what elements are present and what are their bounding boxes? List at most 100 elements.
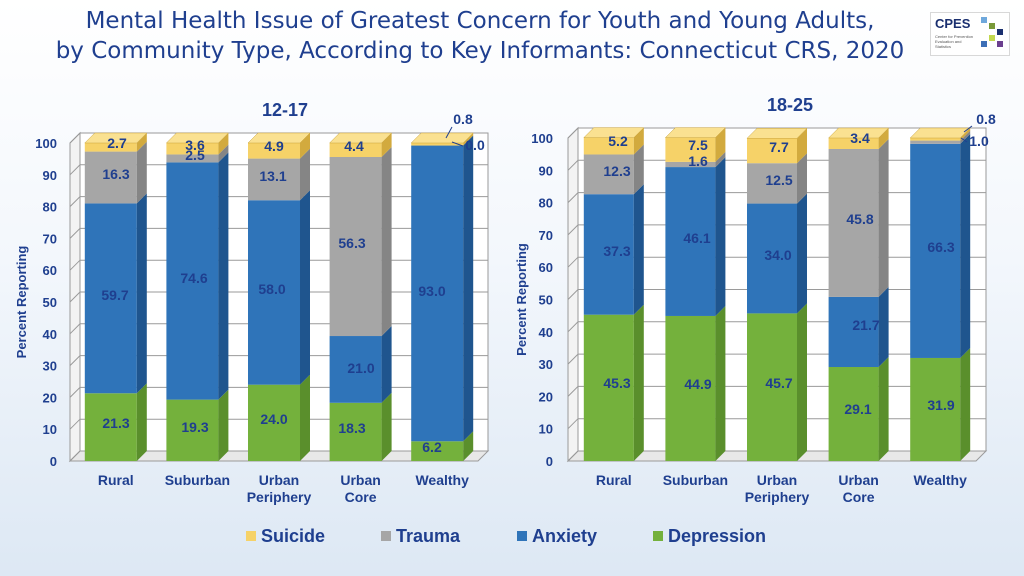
x-category-label: Urban [757, 472, 797, 488]
bar-suicide-side [797, 128, 807, 164]
bar-depression-segment [747, 313, 797, 461]
legend-label: Anxiety [532, 526, 598, 546]
bar-suicide-segment [411, 143, 464, 146]
data-label-trauma: 16.3 [102, 166, 129, 182]
x-category-label: Core [345, 489, 377, 505]
bar-trauma-segment [329, 156, 382, 337]
legend-label: Depression [668, 526, 767, 546]
data-label-depression: 31.9 [927, 397, 954, 413]
bar-depression-segment [329, 402, 382, 461]
bar-anxiety-side [960, 133, 971, 358]
bar-anxiety-side [463, 135, 474, 442]
bar-top-cap [84, 132, 148, 144]
data-label-anxiety: 37.3 [603, 243, 630, 259]
bar-anxiety-side [381, 326, 392, 403]
x-category-label: Wealthy [913, 472, 967, 488]
y-tick-label: 0 [50, 454, 57, 469]
data-label-depression: 24.0 [260, 411, 287, 427]
cpes-logo: CPES Center for Prevention Evaluation an… [930, 12, 1010, 56]
legend-item-trauma: Trauma [381, 524, 460, 548]
x-category-label: Periphery [745, 489, 810, 505]
bar-depression-segment [665, 315, 716, 461]
data-label-trauma: 2.5 [185, 147, 205, 163]
bar-depression-side [633, 304, 644, 461]
bar-anxiety-side [633, 184, 644, 315]
data-label-depression: 19.3 [181, 419, 208, 435]
bar-depression-side [136, 383, 147, 461]
bar-trauma-segment [166, 154, 219, 163]
y-tick-label: 50 [539, 293, 553, 308]
x-category-label: Wealthy [415, 472, 469, 488]
y-tick-label: 30 [539, 357, 553, 372]
y-tick-label: 20 [43, 390, 57, 405]
bar-depression-segment [583, 314, 634, 461]
data-label-suicide: 4.9 [264, 138, 284, 154]
bar-top-cap [328, 132, 393, 144]
bar-depression-segment [166, 399, 219, 461]
data-label-depression: 29.1 [844, 401, 871, 417]
data-label-trauma: 12.5 [765, 172, 792, 188]
bar-depression-side [960, 347, 971, 461]
bar-trauma-side [960, 130, 971, 144]
bar-trauma-side [300, 148, 310, 201]
x-category-label: Core [843, 489, 875, 505]
bar-anxiety-segment [828, 296, 879, 368]
y-tick-label: 0 [546, 454, 553, 469]
bar-trauma-side [715, 151, 726, 168]
bar-depression-segment [84, 393, 137, 461]
y-tick-label: 100 [531, 131, 553, 146]
data-label-trauma: 0.0 [465, 137, 485, 153]
bar-suicide-side [381, 133, 392, 157]
data-label-anxiety: 74.6 [180, 270, 207, 286]
chart-panel-title: 12-17 [262, 100, 308, 120]
logo-square [997, 29, 1003, 35]
bar-suicide-segment [84, 143, 137, 152]
bar-depression-side [300, 374, 310, 461]
legend-swatch [517, 531, 527, 541]
bar-suicide-segment [828, 138, 879, 149]
y-tick-label: 10 [43, 422, 57, 437]
bar-anxiety-segment [329, 336, 382, 403]
data-label-anxiety: 34.0 [764, 247, 791, 263]
legend-label: Suicide [261, 526, 326, 546]
data-label-depression: 44.9 [684, 376, 711, 392]
bar-top-cap [827, 127, 890, 139]
bar-trauma-segment [828, 148, 879, 297]
bar-anxiety-side [136, 193, 147, 394]
bar-suicide-side [300, 133, 310, 159]
bar-trauma-segment [747, 163, 797, 204]
bar-trauma-side [797, 153, 807, 204]
data-label-anxiety: 21.0 [347, 360, 374, 376]
legend-swatch [653, 531, 663, 541]
bar-depression-side [797, 303, 807, 461]
title-line-2: by Community Type, According to Key Info… [55, 38, 905, 64]
title-line-1: Mental Health Issue of Greatest Concern … [85, 8, 875, 34]
data-label-suicide: 0.8 [453, 111, 473, 127]
y-tick-label: 90 [43, 168, 57, 183]
y-tick-label: 70 [539, 228, 553, 243]
y-axis-label: Percent Reporting [514, 243, 529, 356]
bar-suicide-side [463, 133, 474, 146]
bar-anxiety-segment [166, 162, 219, 400]
bar-suicide-side [960, 128, 971, 141]
bar-trauma-segment [248, 158, 300, 201]
bar-depression-side [463, 431, 474, 461]
chart-young-adults-18-25: 0 10 20 30 40 50 60 70 80 90 100 Percent Reporting 1… [514, 95, 996, 505]
y-tick-label: 40 [43, 327, 57, 342]
data-label-suicide: 3.6 [185, 137, 205, 153]
bar-suicide-side [136, 133, 147, 152]
bar-anxiety-segment [747, 203, 797, 314]
y-axis-label: Percent Reporting [14, 246, 29, 359]
bar-suicide-side [715, 127, 726, 162]
legend-swatch [381, 531, 391, 541]
bar-suicide-segment [747, 138, 797, 164]
data-label-suicide: 7.7 [769, 139, 789, 155]
bar-suicide-segment [910, 138, 961, 141]
y-tick-label: 100 [35, 136, 57, 151]
data-label-suicide: 3.4 [850, 130, 870, 146]
data-label-leader [445, 126, 453, 139]
data-label-anxiety: 46.1 [683, 230, 710, 246]
x-category-label: Rural [98, 472, 134, 488]
logo-square [981, 17, 987, 23]
y-tick-label: 80 [539, 196, 553, 211]
